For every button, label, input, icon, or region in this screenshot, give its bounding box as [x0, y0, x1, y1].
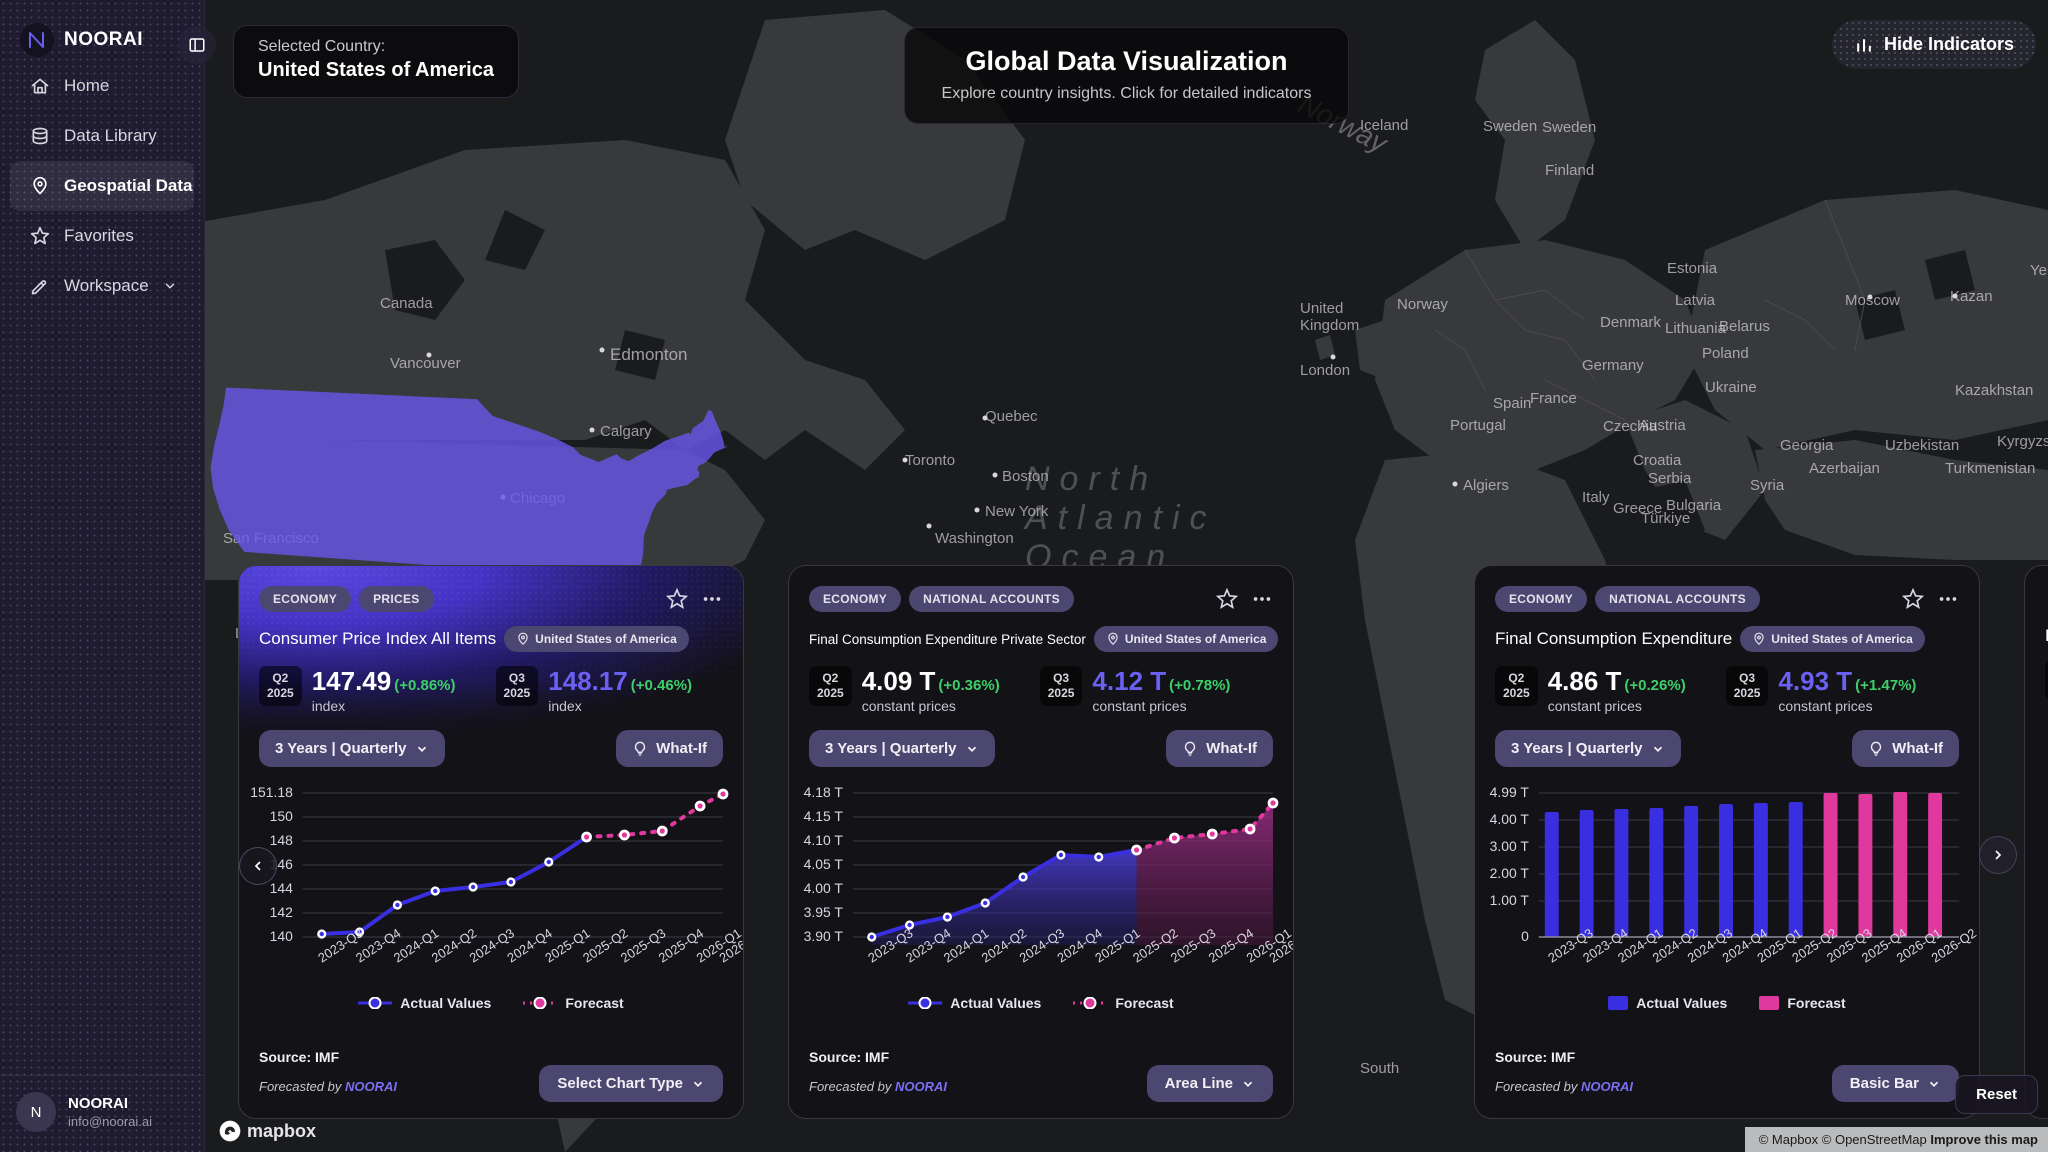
svg-text:4.10 T: 4.10 T: [804, 832, 844, 848]
svg-text:4.00 T: 4.00 T: [804, 880, 844, 896]
svg-text:3.95 T: 3.95 T: [804, 904, 844, 920]
svg-text:4.15 T: 4.15 T: [804, 808, 844, 824]
svg-text:142: 142: [270, 904, 293, 920]
svg-text:150: 150: [270, 808, 293, 824]
svg-text:151.18: 151.18: [250, 784, 293, 800]
svg-text:4.99 T: 4.99 T: [1490, 784, 1530, 800]
svg-text:4.05 T: 4.05 T: [804, 856, 844, 872]
svg-text:4.18 T: 4.18 T: [804, 784, 844, 800]
svg-text:144: 144: [270, 880, 293, 896]
svg-text:0: 0: [1521, 928, 1529, 944]
svg-text:1.00 T: 1.00 T: [1490, 892, 1530, 908]
svg-text:148: 148: [270, 832, 293, 848]
svg-text:2.00 T: 2.00 T: [1490, 865, 1530, 881]
svg-text:4.00 T: 4.00 T: [1490, 811, 1530, 827]
svg-text:3.90 T: 3.90 T: [804, 928, 844, 944]
svg-text:140: 140: [270, 928, 293, 944]
svg-text:3.00 T: 3.00 T: [1490, 838, 1530, 854]
